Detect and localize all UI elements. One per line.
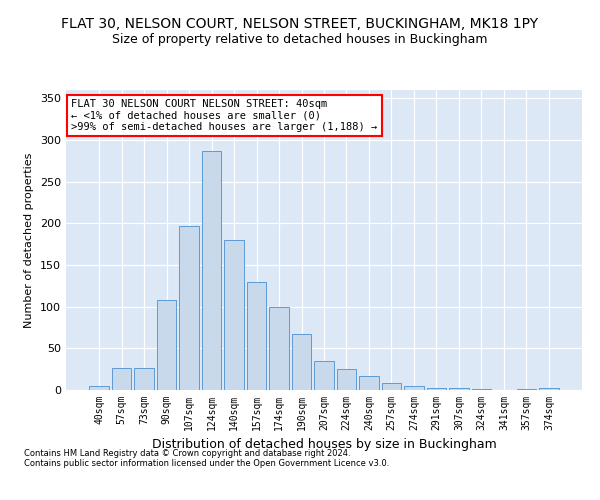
Y-axis label: Number of detached properties: Number of detached properties [25,152,34,328]
Text: Contains public sector information licensed under the Open Government Licence v3: Contains public sector information licen… [24,458,389,468]
Bar [247,282,266,390]
Bar [269,306,289,390]
Text: Size of property relative to detached houses in Buckingham: Size of property relative to detached ho… [112,32,488,46]
Bar [179,226,199,390]
Bar [517,389,536,390]
Text: FLAT 30 NELSON COURT NELSON STREET: 40sqm
← <1% of detached houses are smaller (: FLAT 30 NELSON COURT NELSON STREET: 40sq… [71,99,377,132]
Bar [359,376,379,390]
Bar [202,151,221,390]
Bar [314,361,334,390]
Bar [89,386,109,390]
Bar [134,368,154,390]
Bar [224,240,244,390]
Bar [539,388,559,390]
Bar [337,369,356,390]
Bar [472,389,491,390]
X-axis label: Distribution of detached houses by size in Buckingham: Distribution of detached houses by size … [152,438,496,452]
Bar [427,388,446,390]
Bar [382,384,401,390]
Text: Contains HM Land Registry data © Crown copyright and database right 2024.: Contains HM Land Registry data © Crown c… [24,448,350,458]
Bar [112,368,131,390]
Bar [449,388,469,390]
Bar [292,334,311,390]
Bar [157,300,176,390]
Bar [404,386,424,390]
Text: FLAT 30, NELSON COURT, NELSON STREET, BUCKINGHAM, MK18 1PY: FLAT 30, NELSON COURT, NELSON STREET, BU… [61,18,539,32]
